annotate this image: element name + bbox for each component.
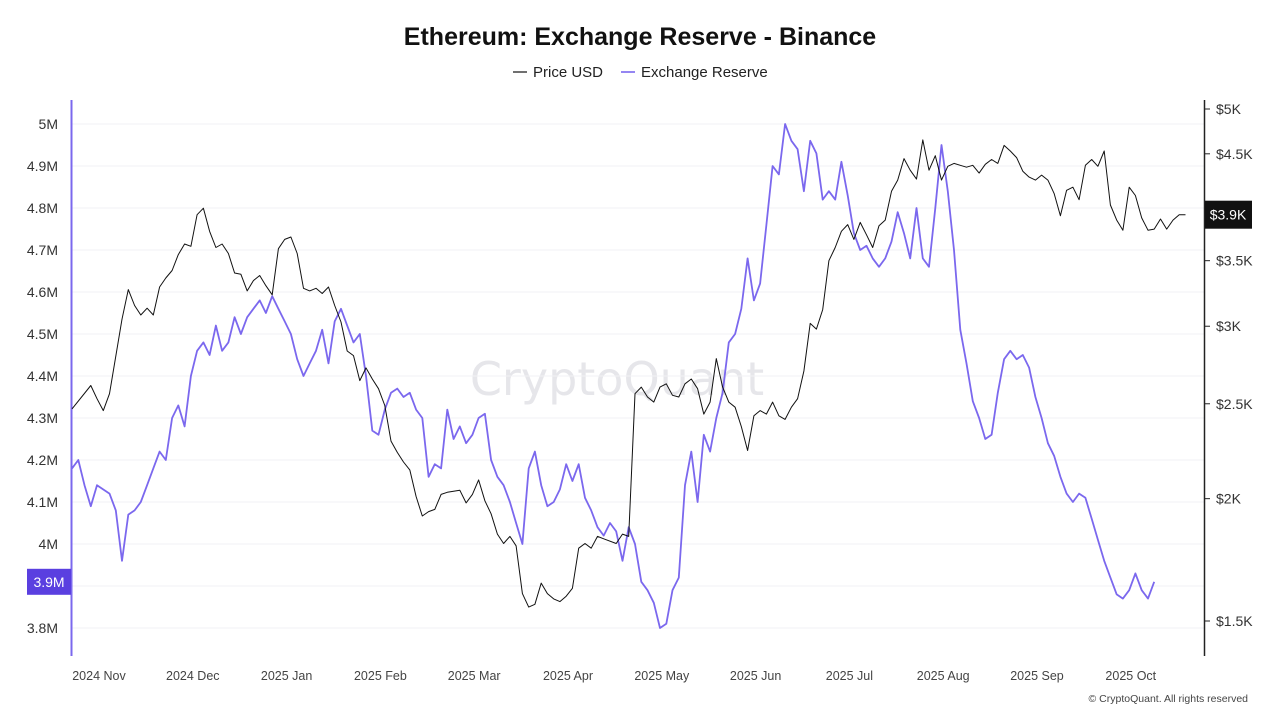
left-tick-label: 4.1M [27,494,58,510]
x-tick-label: 2025 May [634,669,690,683]
x-tick-label: 2024 Nov [72,669,126,683]
x-tick-label: 2025 Mar [448,669,501,683]
right-tick-label: $2.5K [1216,396,1253,412]
x-axis-ticks: 2024 Nov 2024 Dec 2025 Jan 2025 Feb 2025 Mar… [72,669,1156,683]
current-reserve-badge: 3.9M [27,568,71,595]
right-tick-label: $2K [1216,491,1242,507]
left-tick-label: 3.8M [27,620,58,636]
current-price-badge-label: $3.9K [1210,207,1247,223]
left-tick-label: 4.3M [27,410,58,426]
left-tick-label: 5M [39,116,58,132]
left-tick-label: 4.7M [27,242,58,258]
x-tick-label: 2025 Aug [917,669,970,683]
x-tick-label: 2025 Jan [261,669,312,683]
x-tick-label: 2025 Oct [1105,669,1156,683]
legend-label-price: Price USD [533,64,603,81]
left-tick-label: 4.5M [27,326,58,342]
x-tick-label: 2025 Apr [543,669,593,683]
current-reserve-badge-box [27,568,71,595]
x-tick-label: 2025 Feb [354,669,407,683]
legend[interactable]: Price USD Exchange Reserve [513,64,768,81]
right-axis-ticks: $5K $4.5K $3.5K $3K $2.5K $2K $1.5K [1204,101,1253,629]
legend-item-price[interactable]: Price USD [513,64,603,81]
watermark: CryptoQuant [470,352,764,406]
left-tick-label: 4.4M [27,368,58,384]
gridlines [72,123,1204,629]
exchange-reserve-series-line[interactable] [71,123,1156,629]
left-tick-label: 4.6M [27,284,58,300]
legend-item-reserve[interactable]: Exchange Reserve [621,64,768,81]
x-tick-label: 2025 Jul [826,669,873,683]
right-tick-label: $3.5K [1216,253,1253,269]
right-tick-label: $3K [1216,318,1242,334]
legend-label-reserve: Exchange Reserve [641,64,768,81]
price-usd-series-line[interactable] [71,139,1186,608]
chart-title: Ethereum: Exchange Reserve - Binance [404,23,876,51]
right-tick-label: $5K [1216,101,1242,117]
current-reserve-badge-label: 3.9M [33,574,64,590]
copyright-notice: © CryptoQuant. All rights reserved [1089,693,1249,705]
left-axis-ticks: 5M 4.9M 4.8M 4.7M 4.6M 4.5M 4.4M 4.3M 4.2M 4.1M 4M… [27,116,58,636]
left-tick-label: 4M [39,536,58,552]
left-tick-label: 4.2M [27,452,58,468]
left-tick-label: 4.8M [27,200,58,216]
right-tick-label: $4.5K [1216,146,1253,162]
current-price-badge-box [1205,200,1252,229]
right-tick-label: $1.5K [1216,613,1253,629]
x-tick-label: 2024 Dec [166,669,220,683]
x-tick-label: 2025 Jun [730,669,781,683]
current-price-badge: $3.9K [1205,200,1252,229]
x-tick-label: 2025 Sep [1010,669,1064,683]
left-tick-label: 4.9M [27,158,58,174]
